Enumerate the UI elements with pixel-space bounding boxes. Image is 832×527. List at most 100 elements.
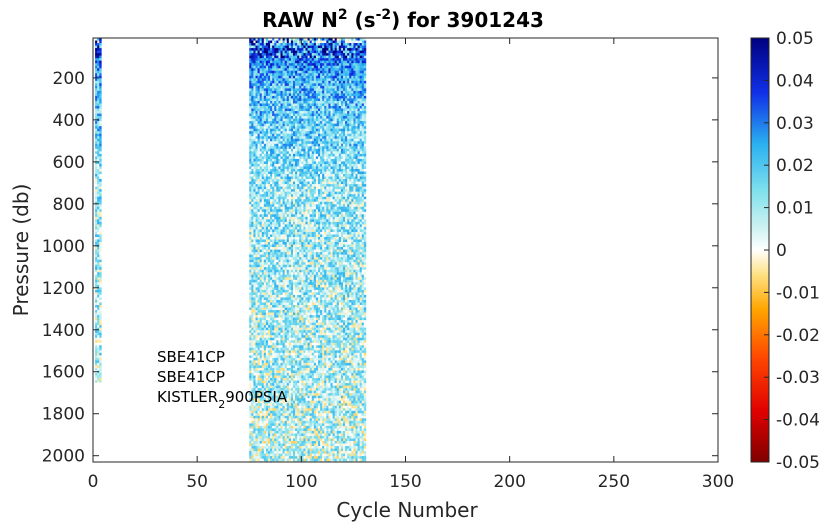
heatmap-cell (259, 204, 263, 208)
heatmap-cell (259, 121, 263, 124)
heatmap-cell (268, 307, 271, 311)
heatmap-cell (278, 209, 281, 213)
heatmap-cell (303, 410, 306, 414)
heatmap-cell (257, 58, 260, 61)
heatmap-cell (249, 199, 252, 203)
heatmap-cell (253, 156, 256, 160)
heatmap-cell (251, 257, 254, 260)
heatmap-cell (282, 400, 285, 404)
heatmap-cell (97, 75, 100, 79)
heatmap-cell (303, 45, 306, 49)
heatmap-cell (286, 405, 290, 409)
heatmap-cell (261, 453, 265, 457)
heatmap-cell (303, 90, 306, 94)
heatmap-cell (293, 126, 296, 129)
heatmap-cell (280, 211, 283, 215)
heatmap-cell (99, 48, 102, 51)
heatmap-cell (251, 214, 254, 218)
heatmap-cell (251, 446, 254, 449)
heatmap-cell (284, 443, 288, 447)
heatmap-cell (276, 453, 279, 457)
heatmap-cell (276, 186, 279, 190)
heatmap-cell (261, 93, 265, 97)
heatmap-cell (270, 204, 273, 208)
heatmap-cell (99, 93, 102, 97)
heatmap-cell (301, 423, 304, 427)
heatmap-cell (286, 252, 290, 255)
heatmap-cell (251, 106, 254, 109)
heatmap-cell (286, 224, 290, 228)
heatmap-cell (303, 312, 306, 316)
heatmap-cell (295, 312, 298, 316)
heatmap-cell (251, 209, 254, 213)
heatmap-cell (249, 337, 252, 341)
heatmap-cell (284, 292, 288, 296)
heatmap-cell (284, 249, 288, 253)
heatmap-cell (259, 138, 263, 142)
heatmap-cell (249, 176, 252, 180)
heatmap-cell (97, 294, 100, 298)
heatmap-cell (278, 53, 281, 56)
heatmap-cell (263, 282, 267, 286)
heatmap-cell (290, 68, 294, 72)
heatmap-cell (288, 252, 292, 255)
heatmap-cell (268, 385, 271, 389)
heatmap-cell (282, 184, 285, 187)
heatmap-cell (251, 390, 254, 394)
heatmap-cell (299, 111, 302, 114)
heatmap-cell (288, 342, 292, 346)
heatmap-cell (284, 312, 288, 316)
heatmap-cell (259, 315, 263, 318)
heatmap-cell (99, 362, 102, 366)
heatmap-cell (282, 435, 285, 439)
heatmap-cell (274, 410, 277, 414)
heatmap-cell (263, 90, 267, 94)
heatmap-cell (263, 179, 267, 182)
heatmap-cell (303, 249, 306, 253)
heatmap-cell (270, 151, 273, 155)
heatmap-cell (97, 133, 100, 137)
heatmap-cell (253, 214, 256, 218)
heatmap-cell (265, 312, 269, 316)
heatmap-cell (282, 307, 285, 311)
heatmap-cell (257, 206, 260, 210)
heatmap-cell (270, 317, 273, 321)
heatmap-cell (303, 158, 306, 162)
heatmap-cell (303, 254, 306, 258)
heatmap-cell (286, 423, 290, 427)
heatmap-cell (303, 211, 306, 215)
heatmap-cell (301, 332, 304, 336)
heatmap-cell (263, 327, 267, 331)
heatmap-cell (251, 304, 254, 308)
heatmap-cell (249, 345, 252, 349)
heatmap-cell (251, 299, 254, 303)
heatmap-cell (97, 40, 100, 44)
heatmap-cell (263, 441, 267, 444)
heatmap-cell (286, 302, 290, 306)
heatmap-cell (251, 325, 254, 328)
heatmap-cell (257, 53, 260, 56)
heatmap-cell (255, 415, 258, 419)
heatmap-cell (288, 420, 292, 424)
heatmap-cell (259, 410, 263, 414)
heatmap-cell (249, 171, 252, 175)
heatmap-cell (253, 239, 256, 243)
heatmap-cell (95, 78, 98, 82)
heatmap-cell (299, 299, 302, 303)
heatmap-cell (99, 103, 102, 107)
heatmap-cell (261, 337, 265, 341)
heatmap-cell (99, 350, 102, 354)
heatmap-cell (261, 219, 265, 223)
heatmap-cell (278, 398, 281, 402)
heatmap-cell (288, 95, 292, 99)
heatmap-cell (263, 257, 267, 260)
heatmap-cell (97, 95, 100, 99)
heatmap-cell (301, 342, 304, 346)
heatmap-cell (255, 108, 258, 112)
heatmap-cell (263, 226, 267, 230)
heatmap-cell (99, 262, 102, 265)
heatmap-cell (297, 375, 300, 379)
heatmap-cell (293, 342, 296, 346)
heatmap-cell (270, 85, 273, 89)
heatmap-cell (303, 373, 306, 376)
